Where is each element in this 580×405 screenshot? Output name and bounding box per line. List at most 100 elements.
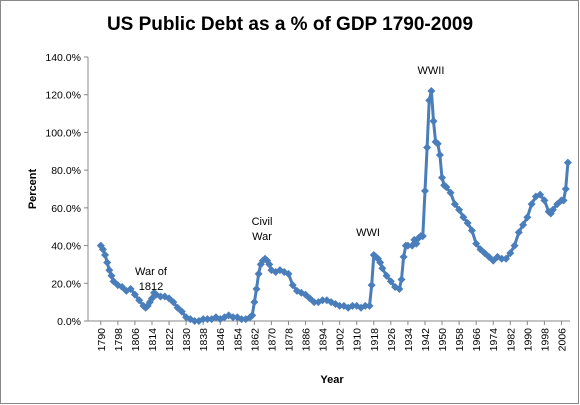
y-tick-label: 40.0%	[51, 241, 81, 253]
x-tick-label: 1814	[147, 328, 159, 352]
x-tick-label: 1854	[232, 328, 244, 352]
x-tick-label: 1822	[164, 328, 176, 352]
marker	[548, 205, 557, 214]
marker	[563, 158, 572, 167]
marker	[248, 311, 257, 320]
x-tick-label: 1902	[335, 328, 347, 352]
x-tick-label: 1846	[215, 328, 227, 352]
marker	[130, 290, 139, 299]
annotation: 1812	[139, 281, 163, 293]
marker	[403, 241, 412, 250]
x-tick-label: 1950	[437, 328, 449, 352]
marker	[335, 301, 344, 310]
marker	[254, 269, 263, 278]
marker	[438, 173, 447, 182]
x-tick-label: 1998	[539, 328, 551, 352]
marker	[514, 228, 523, 237]
marker	[348, 301, 357, 310]
marker	[510, 241, 519, 250]
annotation: War	[252, 231, 272, 243]
x-tick-label: 1790	[96, 328, 108, 352]
x-tick-label: 1942	[420, 328, 432, 352]
marker	[284, 269, 293, 278]
x-tick-label: 1798	[113, 328, 125, 352]
marker	[502, 254, 511, 263]
marker	[367, 281, 376, 290]
marker	[536, 190, 545, 199]
x-tick-label: 1878	[283, 328, 295, 352]
marker	[395, 284, 404, 293]
marker	[450, 200, 459, 209]
marker	[446, 188, 455, 197]
y-tick-label: 60.0%	[51, 203, 81, 215]
marker	[288, 281, 297, 290]
y-tick-label: 120.0%	[45, 90, 81, 102]
x-tick-label: 1958	[454, 328, 466, 352]
marker	[463, 218, 472, 227]
marker	[476, 245, 485, 254]
marker	[118, 283, 127, 292]
y-tick-label: 140.0%	[45, 52, 81, 64]
x-tick-label: 2006	[556, 328, 568, 352]
marker	[459, 213, 468, 222]
marker	[420, 186, 429, 195]
y-tick-label: 100.0%	[45, 127, 81, 139]
marker	[540, 196, 549, 205]
marker	[442, 183, 451, 192]
marker	[523, 213, 532, 222]
x-tick-label: 1806	[130, 328, 142, 352]
marker	[397, 275, 406, 284]
x-tick-label: 1894	[318, 328, 330, 352]
y-axis-title: Percent	[27, 168, 39, 209]
marker	[190, 317, 199, 325]
x-tick-label: 1830	[181, 328, 193, 352]
marker	[169, 298, 178, 307]
marker	[497, 254, 506, 263]
marker	[519, 220, 528, 229]
marker	[399, 252, 408, 261]
marker	[103, 258, 112, 267]
annotation: WWII	[418, 65, 445, 77]
marker	[237, 315, 246, 324]
marker	[553, 200, 562, 209]
x-tick-label: 1990	[522, 328, 534, 352]
x-tick-label: 1974	[488, 328, 500, 352]
marker	[561, 185, 570, 193]
x-tick-label: 1886	[301, 328, 313, 352]
marker	[427, 86, 436, 95]
marker	[480, 249, 489, 258]
marker	[433, 139, 442, 148]
marker	[423, 143, 432, 152]
marker	[229, 313, 238, 322]
marker	[126, 284, 135, 293]
marker	[527, 200, 536, 209]
marker	[252, 284, 261, 293]
x-tick-label: 1838	[198, 328, 210, 352]
marker	[203, 315, 212, 324]
x-tick-label: 1966	[471, 328, 483, 352]
marker	[435, 151, 444, 160]
y-tick-label: 20.0%	[51, 278, 81, 290]
y-tick-label: 0.0%	[57, 316, 81, 328]
y-tick-label: 80.0%	[51, 165, 81, 177]
marker	[467, 226, 476, 235]
x-tick-label: 1918	[369, 328, 381, 352]
annotation: WWI	[356, 227, 380, 239]
x-tick-label: 1926	[386, 328, 398, 352]
marker	[135, 296, 144, 305]
x-tick-label: 1910	[352, 328, 364, 352]
marker	[378, 264, 387, 273]
marker	[559, 196, 568, 205]
marker	[489, 256, 498, 265]
marker	[109, 277, 118, 286]
marker	[156, 292, 165, 301]
marker	[310, 298, 319, 307]
x-tick-label: 1982	[505, 328, 517, 352]
marker	[301, 290, 310, 299]
marker	[425, 96, 434, 105]
marker	[472, 239, 481, 248]
marker	[382, 271, 391, 280]
marker	[250, 298, 259, 307]
